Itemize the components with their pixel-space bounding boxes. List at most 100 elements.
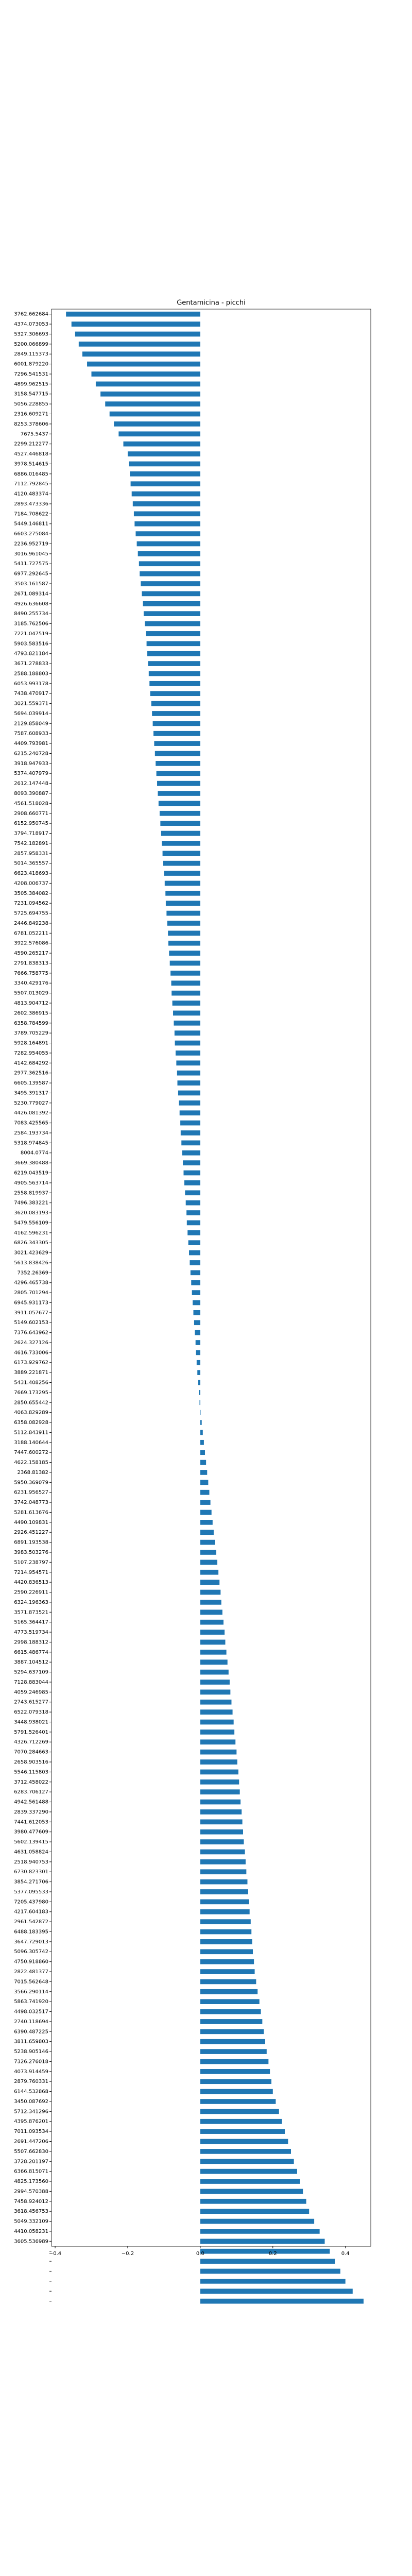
- y-tick-label: 6324.196363: [14, 1600, 48, 1605]
- bar: [200, 1899, 249, 1905]
- y-tick-label: 7669.173295: [14, 1390, 48, 1396]
- bar: [200, 1869, 247, 1875]
- y-tick-label: 6152.950745: [14, 821, 48, 826]
- y-tick-label: 6603.275084: [14, 531, 48, 537]
- y-tick-label: 7070.284663: [14, 1750, 48, 1755]
- y-tick-label: 3762.662684: [14, 312, 48, 317]
- y-tick-label: 4120.483374: [14, 492, 48, 497]
- bar: [152, 711, 200, 716]
- y-tick-label: 2977.362516: [14, 1071, 48, 1076]
- y-tick-label: 4622.158185: [14, 1460, 48, 1466]
- y-tick-label: 6886.016485: [14, 471, 48, 477]
- y-tick-label: 6781.052211: [14, 930, 48, 936]
- bar: [196, 1360, 200, 1365]
- y-tick-label: 2236.952719: [14, 541, 48, 547]
- y-tick-label: 2743.615277: [14, 1700, 48, 1705]
- bar: [200, 1859, 246, 1865]
- y-tick-label: 2805.701294: [14, 1290, 48, 1296]
- y-tick-label: 6366.815071: [14, 2169, 48, 2175]
- bar: [200, 1769, 238, 1775]
- y-tick-label: 4527.446818: [14, 451, 48, 457]
- y-tick-label: 3911.057677: [14, 1310, 48, 1316]
- y-tick-label: 7214.954571: [14, 1570, 48, 1575]
- y-tick-label: 2857.958331: [14, 851, 48, 856]
- y-tick-label: 3854.271706: [14, 1879, 48, 1885]
- bar: [183, 1170, 200, 1176]
- bar: [185, 1190, 200, 1196]
- x-tick-label: 0.0: [196, 2251, 204, 2257]
- y-tick-label: 4073.914459: [14, 2069, 48, 2075]
- y-tick-label: 7326.276018: [14, 2059, 48, 2064]
- bar: [134, 521, 200, 527]
- y-tick-label: 5928.164891: [14, 1041, 48, 1046]
- y-tick-label: 5230.779027: [14, 1100, 48, 1106]
- y-tick-label: 2926.451227: [14, 1530, 48, 1535]
- y-tick-label: 2129.858049: [14, 721, 48, 726]
- bar: [200, 1450, 205, 1455]
- y-tick-label: 2299.212277: [14, 442, 48, 447]
- bar: [200, 2159, 294, 2164]
- bar: [87, 361, 200, 367]
- bar: [200, 1969, 255, 1974]
- bar: [200, 1809, 242, 1815]
- bar: [200, 2019, 263, 2024]
- y-tick-label: 4374.073053: [14, 321, 48, 327]
- bar: [114, 421, 200, 427]
- x-tick-label: 0.2: [269, 2251, 277, 2257]
- bar: [200, 2009, 261, 2014]
- y-tick-label: 4142.684292: [14, 1060, 48, 1066]
- y-tick-label: 5281.613676: [14, 1510, 48, 1515]
- y-tick-label: 6215.240728: [14, 751, 48, 756]
- bar: [200, 1699, 232, 1705]
- x-tick-label: −0.4: [49, 2251, 61, 2257]
- bar: [200, 1460, 207, 1465]
- y-tick-label: 6173.929762: [14, 1360, 48, 1366]
- bar: [180, 1120, 200, 1126]
- bar: [186, 1220, 200, 1226]
- bar: [165, 901, 200, 906]
- y-tick-label: 4498.032517: [14, 2009, 48, 2015]
- y-tick-label: 2961.542872: [14, 1919, 48, 1925]
- y-tick-label: 5112.843911: [14, 1430, 48, 1435]
- bar: [194, 1320, 200, 1326]
- y-tick-label: 3448.938021: [14, 1719, 48, 1725]
- bar: [193, 1310, 200, 1315]
- bar: [200, 1889, 248, 1894]
- bar: [139, 561, 200, 567]
- bar: [200, 1689, 231, 1695]
- y-tick-label: 5449.146811: [14, 521, 48, 527]
- y-tick-label: 2316.609271: [14, 412, 48, 417]
- y-tick-label: 2612.147448: [14, 781, 48, 787]
- bar: [95, 381, 200, 387]
- y-tick-label: 3620.083193: [14, 1210, 48, 1216]
- y-tick-label: 4590.265217: [14, 951, 48, 956]
- bar: [118, 431, 200, 437]
- y-tick-label: 5374.407979: [14, 771, 48, 776]
- y-tick-label: 5546.115803: [14, 1769, 48, 1775]
- bar: [200, 1730, 235, 1735]
- y-tick-label: 5149.602153: [14, 1320, 48, 1326]
- bar: [196, 1350, 200, 1355]
- y-tick-label: 5507.662830: [14, 2149, 48, 2155]
- bar: [200, 1779, 239, 1785]
- y-tick-label: 6390.487225: [14, 2029, 48, 2035]
- bar: [200, 1739, 236, 1745]
- bar: [200, 1939, 252, 1944]
- y-tick-label: 7376.643962: [14, 1330, 48, 1336]
- y-tick-label: 4395.876201: [14, 2119, 48, 2125]
- bar: [200, 1989, 258, 1994]
- y-tick-label: 6283.706127: [14, 1789, 48, 1795]
- y-tick-label: 4793.821184: [14, 651, 48, 657]
- bar: [200, 1949, 253, 1955]
- y-tick-label: 5507.013029: [14, 991, 48, 996]
- y-tick-label: 2908.660771: [14, 811, 48, 817]
- y-tick-label: 2584.193734: [14, 1130, 48, 1136]
- y-tick-label: 3571.873521: [14, 1609, 48, 1615]
- bar: [200, 1420, 202, 1425]
- bar: [158, 801, 200, 806]
- bar: [200, 2289, 353, 2294]
- y-tick-label: 2839.337290: [14, 1809, 48, 1815]
- bar: [200, 1439, 204, 1445]
- bar: [200, 2079, 271, 2084]
